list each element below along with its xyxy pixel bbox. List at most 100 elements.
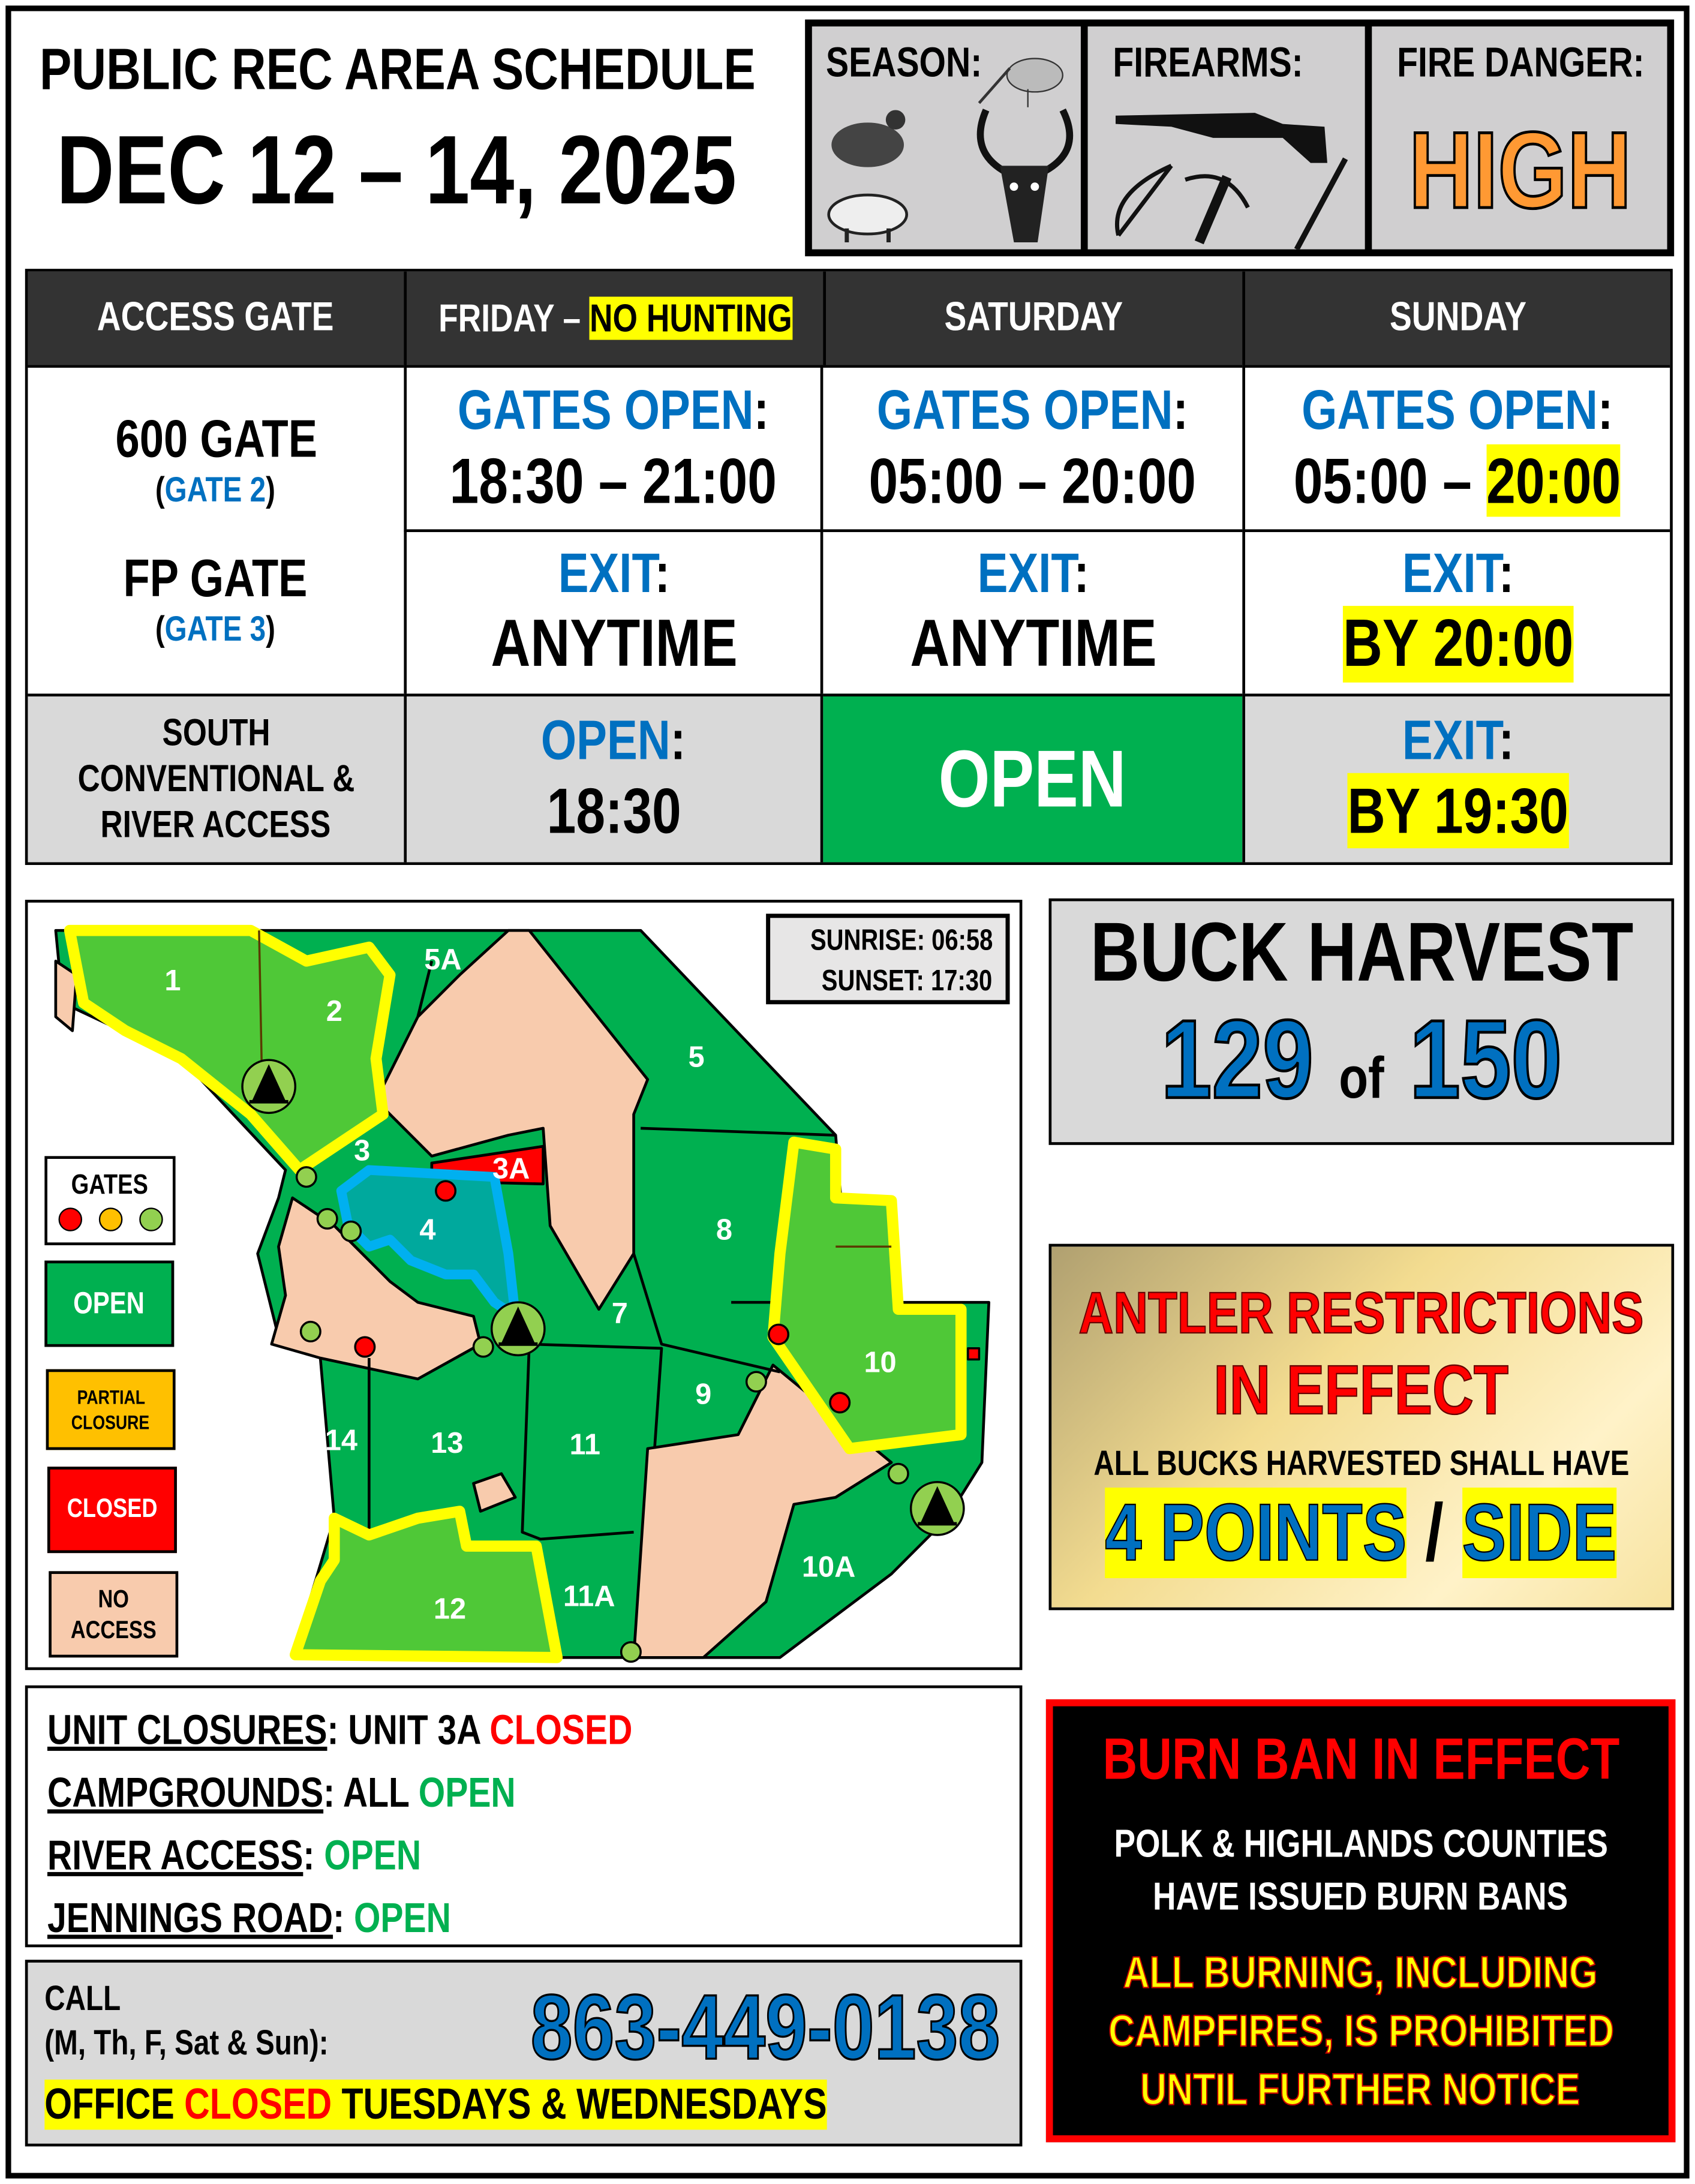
south-sunday: EXIT: BY 19:30 <box>1242 693 1670 863</box>
unit-label: 2 <box>326 995 342 1028</box>
campground-icon <box>490 1301 546 1357</box>
quail-icon <box>831 110 906 167</box>
gate-names-cell: 600 GATE (GATE 2) FP GATE (GATE 3) <box>28 365 404 693</box>
buck-harvest-panel: BUCK HARVEST 129 of 150 <box>1048 898 1675 1145</box>
antler-line1: ANTLER RESTRICTIONS <box>1078 1279 1645 1345</box>
unit-label: 4 <box>419 1214 435 1246</box>
antler-line2: IN EFFECT <box>1213 1350 1510 1429</box>
title-text: PUBLIC REC AREA SCHEDULE <box>38 36 755 102</box>
crossbow-icon <box>1185 174 1250 245</box>
sunset: SUNSET: 17:30 <box>821 965 992 998</box>
legend-closed: CLOSED <box>47 1467 177 1554</box>
gate-600: 600 GATE <box>115 411 317 470</box>
burn-ban-panel: BURN BAN IN EFFECT POLK & HIGHLANDS COUN… <box>1045 1699 1676 2143</box>
gate-open-dot <box>472 1336 494 1358</box>
header-saturday: SATURDAY <box>823 271 1242 365</box>
unit-map: 1 2 5A 5 3 3A 4 8 7 10 9 14 13 11 12 11A… <box>25 900 1023 1671</box>
sun-times: SUNRISE: 06:58 SUNSET: 17:30 <box>766 914 1010 1005</box>
burn-warning3: UNTIL FURTHER NOTICE <box>1140 2063 1581 2115</box>
legend-gates: GATES <box>44 1156 176 1245</box>
friday-exit: EXIT: ANYTIME <box>404 529 824 694</box>
gate-open-dot <box>745 1371 767 1393</box>
closure-unit: UNIT CLOSURES: UNIT 3A CLOSED <box>47 1707 633 1754</box>
gate-open-dot <box>316 1207 338 1230</box>
saturday-gates-open: GATES OPEN: 05:00 – 20:00 <box>823 365 1243 529</box>
gate-fp-sub: (GATE 3) <box>155 610 276 650</box>
south-access-name: SOUTH CONVENTIONAL & RIVER ACCESS <box>28 693 404 863</box>
partial-open-units-1-2 <box>64 924 396 1176</box>
page-title: PUBLIC REC AREA SCHEDULE <box>28 35 766 104</box>
shotgun-icon <box>1116 113 1327 163</box>
firearms-label: FIREARMS: <box>1113 40 1303 86</box>
unit-label: 8 <box>716 1214 732 1246</box>
unit-border <box>521 1344 634 1541</box>
gate-open-dot <box>887 1462 909 1485</box>
south-friday: OPEN: 18:30 <box>404 693 824 863</box>
call-panel: CALL (M, Th, F, Sat & Sun): 863-449-0138 … <box>25 1960 1023 2147</box>
campground-icon <box>909 1480 965 1536</box>
header-sunday: SUNDAY <box>1242 271 1670 365</box>
unit-label: 1 <box>164 965 181 997</box>
unit-label: 10A <box>802 1551 855 1584</box>
sunday-exit: EXIT: BY 20:00 <box>1242 529 1670 694</box>
gate-open-dot <box>295 1166 317 1188</box>
campground-icon <box>241 1059 297 1114</box>
fire-danger-level: HIGH <box>1407 107 1632 232</box>
gate-600-sub: (GATE 2) <box>155 470 276 510</box>
no-access-area <box>374 929 650 1311</box>
burn-ban-line2: HAVE ISSUED BURN BANS <box>1153 1874 1568 1918</box>
burn-ban-line1: POLK & HIGHLANDS COUNTIES <box>1113 1822 1608 1865</box>
closures-panel: UNIT CLOSURES: UNIT 3A CLOSED CAMPGROUND… <box>25 1685 1023 1948</box>
phone-number[interactable]: 863-449-0138 <box>530 1974 1001 2079</box>
unit-divider <box>258 930 263 1073</box>
unit-label: 3A <box>492 1152 530 1185</box>
buck-harvest-count: 129 of 150 <box>1160 997 1563 1122</box>
partial-gate-dot-icon <box>98 1207 122 1231</box>
unit-4-area <box>336 1165 521 1321</box>
antler-restrictions-panel: ANTLER RESTRICTIONS IN EFFECT ALL BUCKS … <box>1048 1243 1675 1611</box>
no-access-area <box>270 1196 482 1381</box>
gate-closed-dot <box>768 1323 790 1345</box>
muzzleloader-icon <box>1294 157 1348 250</box>
closed-gate-dot-icon <box>58 1207 82 1231</box>
firearms-icons <box>1114 113 1348 250</box>
no-access-area <box>632 1363 893 1659</box>
unit-label: 14 <box>325 1424 357 1456</box>
hog-icon <box>827 193 909 243</box>
unit-border <box>641 1126 836 1137</box>
unit-label: 3 <box>354 1134 370 1167</box>
burn-ban-title: BURN BAN IN EFFECT <box>1102 1726 1619 1792</box>
unit-label: 12 <box>434 1593 466 1625</box>
woodcock-icon <box>978 58 1063 107</box>
gate-closed-dot <box>829 1392 851 1414</box>
gate-closed-dot <box>354 1336 376 1358</box>
date-text: DEC 12 – 14, 2025 <box>56 115 737 224</box>
firearms-cell: FIREARMS: <box>1087 26 1365 250</box>
south-saturday-open: OPEN <box>823 693 1243 863</box>
unit-border <box>632 1253 780 1374</box>
unit-label: 9 <box>695 1378 711 1411</box>
unit-label: 10 <box>864 1346 896 1378</box>
no-hunting-badge: NO HUNTING <box>589 296 792 340</box>
page-border <box>5 5 1690 2179</box>
buck-harvest-title: BUCK HARVEST <box>1090 905 1633 999</box>
unit-label: 13 <box>431 1427 463 1459</box>
antler-line3: ALL BUCKS HARVESTED SHALL HAVE <box>1093 1443 1630 1483</box>
table-header <box>28 271 1670 365</box>
closure-campgrounds: CAMPGROUNDS: ALL OPEN <box>47 1770 516 1817</box>
gate-fp: FP GATE <box>124 550 308 609</box>
friday-gates-open: GATES OPEN: 18:30 – 21:00 <box>404 365 824 530</box>
closed-marker <box>967 1347 981 1361</box>
map-svg: 1 2 5A 5 3 3A 4 8 7 10 9 14 13 11 12 11A… <box>54 924 991 1663</box>
unit-label: 7 <box>612 1297 628 1330</box>
gate-closed-dot <box>435 1180 457 1202</box>
legend-open: OPEN <box>44 1260 175 1347</box>
header-access-gate: ACCESS GATE <box>97 295 335 340</box>
unit-label: 5 <box>688 1041 704 1074</box>
sunrise: SUNRISE: 06:58 <box>810 924 993 957</box>
closure-river-access: RIVER ACCESS: OPEN <box>47 1832 422 1879</box>
compound-bow-icon <box>1114 164 1173 237</box>
unit-border <box>529 1342 663 1449</box>
burn-warning2: CAMPFIRES, IS PROHIBITED <box>1107 2005 1614 2057</box>
